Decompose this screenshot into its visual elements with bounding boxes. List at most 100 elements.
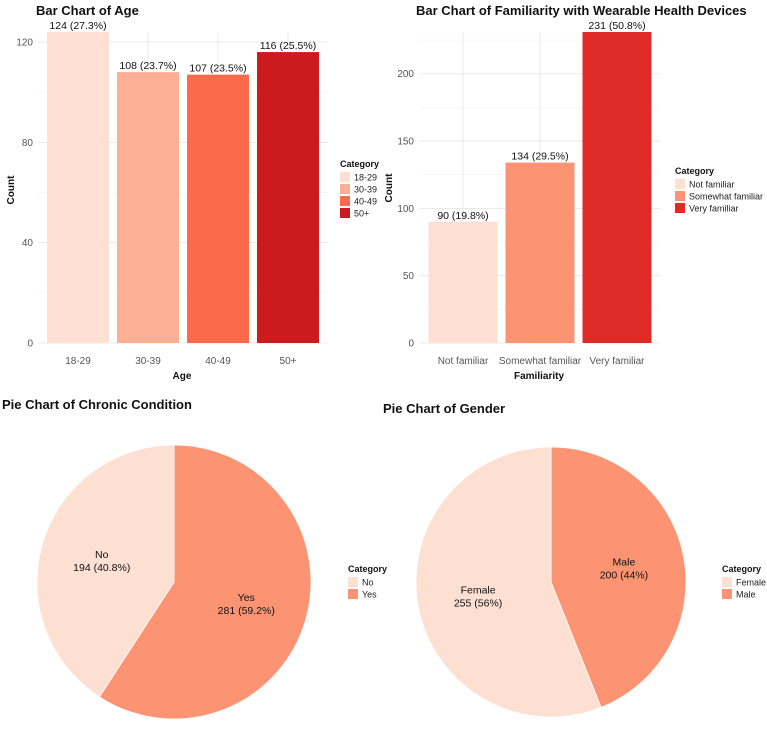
age-chart-legend: Category 18-29 30-39 40-49 50+ bbox=[340, 159, 379, 219]
familiarity-data-label: 231 (50.8%) bbox=[588, 20, 645, 32]
chronic-chart-legend: Category No Yes bbox=[348, 564, 387, 600]
age-bar-18-29 bbox=[47, 32, 109, 343]
age-chart-bars bbox=[47, 32, 319, 344]
gender-slice-label: Male bbox=[613, 556, 636, 568]
age-x-tick-label: 40-49 bbox=[205, 356, 231, 367]
familiarity-chart-x-ticks: Not familiar Somewhat familiar Very famili… bbox=[438, 356, 645, 367]
familiarity-y-tick-label: 100 bbox=[397, 204, 414, 215]
gender-slice-female bbox=[415, 446, 602, 718]
age-legend-label: 18-29 bbox=[354, 173, 377, 183]
age-y-tick-label: 0 bbox=[27, 339, 33, 350]
age-legend-swatch bbox=[340, 196, 350, 206]
familiarity-bar-chart: Bar Chart of Familiarity with Wearable H… bbox=[384, 3, 763, 382]
chronic-slice-label: 281 (59.2%) bbox=[218, 605, 275, 617]
gender-legend-label: Female bbox=[736, 578, 766, 588]
familiarity-x-tick-label: Very familiar bbox=[589, 356, 645, 367]
chronic-slice-label: 194 (40.8%) bbox=[73, 562, 130, 574]
gender-legend-items: Female Male bbox=[722, 577, 766, 600]
age-legend-label: 50+ bbox=[354, 209, 369, 219]
familiarity-legend-label: Somewhat familiar bbox=[689, 192, 763, 202]
chronic-chart-title: Pie Chart of Chronic Condition bbox=[2, 397, 192, 412]
familiarity-chart-x-axis-title: Familiarity bbox=[514, 371, 564, 382]
familiarity-chart-bars bbox=[428, 32, 652, 343]
age-x-tick-label: 30-39 bbox=[135, 356, 161, 367]
age-legend-swatch bbox=[340, 208, 350, 218]
familiarity-legend-swatch bbox=[675, 203, 685, 213]
gender-slice-label: 200 (44%) bbox=[600, 569, 648, 581]
age-chart-x-ticks: 18-29 30-39 40-49 50+ bbox=[65, 356, 296, 367]
familiarity-chart-title: Bar Chart of Familiarity with Wearable H… bbox=[416, 3, 747, 18]
chronic-slice-label: Yes bbox=[238, 592, 255, 604]
age-bar-chart: Bar Chart of Age 124 (27.3%)108 (23.7%) 1… bbox=[6, 3, 379, 382]
gender-pie-slices bbox=[415, 446, 687, 718]
age-chart-y-axis-title: Count bbox=[6, 175, 17, 205]
familiarity-legend-label: Not familiar bbox=[689, 180, 735, 190]
familiarity-bar-somewhat-familiar bbox=[505, 162, 575, 343]
chronic-legend-swatch bbox=[348, 589, 358, 599]
age-data-label: 108 (23.7%) bbox=[119, 60, 176, 72]
gender-legend-title: Category bbox=[722, 564, 761, 574]
familiarity-bar-not-familiar bbox=[428, 221, 498, 343]
age-data-label: 107 (23.5%) bbox=[189, 63, 246, 75]
age-chart-x-axis-title: Age bbox=[173, 371, 192, 382]
age-y-tick-label: 120 bbox=[16, 38, 33, 49]
age-bar-50- bbox=[257, 52, 319, 344]
age-bar-30-39 bbox=[117, 72, 179, 344]
familiarity-legend-items: Not familiar Somewhat familiar Very famili… bbox=[675, 179, 763, 214]
chronic-legend-label: Yes bbox=[362, 590, 377, 600]
chronic-legend-items: No Yes bbox=[348, 577, 377, 600]
gender-chart-legend: Category Female Male bbox=[722, 564, 766, 600]
familiarity-legend-swatch bbox=[675, 191, 685, 201]
familiarity-y-tick-label: 0 bbox=[408, 339, 414, 350]
age-data-label: 124 (27.3%) bbox=[49, 20, 106, 32]
age-legend-label: 40-49 bbox=[354, 197, 377, 207]
familiarity-chart-legend: Category Not familiar Somewhat familiar Ve… bbox=[675, 166, 763, 214]
gender-slice-label: 255 (56%) bbox=[454, 598, 502, 610]
chronic-slice-label: No bbox=[95, 549, 109, 561]
familiarity-y-tick-label: 150 bbox=[397, 137, 414, 148]
familiarity-chart-data-labels: 90 (19.8%) 134 (29.5%) 231 (50.8%) bbox=[437, 20, 645, 222]
gender-legend-swatch bbox=[722, 577, 732, 587]
age-legend-swatch bbox=[340, 184, 350, 194]
age-data-label: 116 (25.5%) bbox=[260, 40, 316, 52]
age-chart-y-ticks: 0 40 80 120 bbox=[16, 38, 33, 350]
familiarity-chart-y-ticks: 0 50 100 150 200 bbox=[397, 69, 414, 349]
familiarity-data-label: 134 (29.5%) bbox=[511, 151, 568, 163]
familiarity-x-tick-label: Not familiar bbox=[438, 356, 489, 367]
gender-legend-label: Male bbox=[736, 590, 756, 600]
familiarity-y-tick-label: 50 bbox=[403, 271, 415, 282]
gender-legend-swatch bbox=[722, 589, 732, 599]
age-y-tick-label: 80 bbox=[22, 138, 34, 149]
chronic-legend-swatch bbox=[348, 577, 358, 587]
age-y-tick-label: 40 bbox=[22, 238, 34, 249]
chronic-legend-title: Category bbox=[348, 564, 387, 574]
gender-chart-title: Pie Chart of Gender bbox=[383, 401, 505, 416]
familiarity-data-label: 90 (19.8%) bbox=[437, 210, 488, 222]
age-legend-title: Category bbox=[340, 159, 379, 169]
chronic-legend-label: No bbox=[362, 578, 374, 588]
chronic-slice-no bbox=[36, 444, 175, 698]
age-legend-swatch bbox=[340, 172, 350, 182]
gender-slice-male bbox=[550, 446, 687, 708]
chronic-pie-slices bbox=[36, 444, 312, 720]
familiarity-chart-y-axis-title: Count bbox=[384, 173, 395, 203]
familiarity-x-tick-label: Somewhat familiar bbox=[499, 356, 582, 367]
age-chart-data-labels: 124 (27.3%) 108 (23.7%) 107 (23.5%) 116 (25… bbox=[49, 20, 316, 75]
age-x-tick-label: 18-29 bbox=[65, 356, 91, 367]
familiarity-bar-very-familiar bbox=[582, 32, 652, 343]
age-legend-label: 30-39 bbox=[354, 185, 377, 195]
gender-slice-label: Female bbox=[461, 585, 496, 597]
age-chart-title: Bar Chart of Age bbox=[36, 3, 139, 18]
chronic-slice-yes bbox=[98, 444, 312, 720]
familiarity-legend-swatch bbox=[675, 179, 685, 189]
familiarity-y-tick-label: 200 bbox=[397, 69, 414, 80]
age-bar-40-49 bbox=[187, 74, 249, 344]
age-x-tick-label: 50+ bbox=[280, 356, 297, 367]
familiarity-legend-label: Very familiar bbox=[689, 204, 739, 214]
familiarity-legend-title: Category bbox=[675, 166, 714, 176]
